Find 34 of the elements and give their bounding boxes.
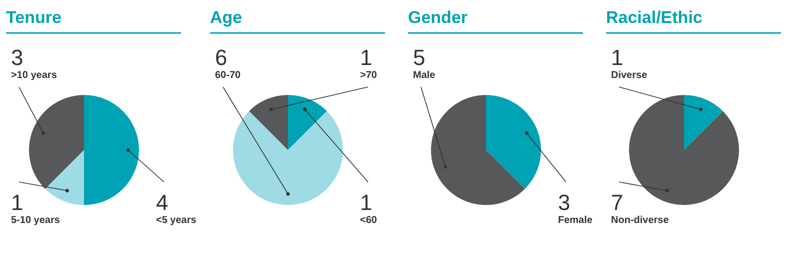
data-label: 7	[611, 190, 624, 215]
chart-title: Racial/Ethic	[606, 8, 702, 27]
data-label: 6	[215, 45, 228, 70]
slice-label: >10 years	[11, 70, 58, 81]
slice-label: <5 years	[156, 215, 197, 226]
pie-slice	[45, 150, 84, 205]
slice-label: 60-70	[215, 70, 242, 81]
slice-label: >70	[360, 70, 378, 81]
data-label: 5	[413, 45, 426, 70]
data-label: 1	[11, 190, 24, 215]
data-label: 3	[11, 45, 24, 70]
data-label: 1	[360, 45, 372, 70]
pie-slice	[486, 95, 541, 189]
pie-slice	[288, 95, 327, 150]
pie-slice	[431, 95, 525, 205]
slice-label: Male	[413, 70, 436, 81]
data-label: 1	[360, 190, 372, 215]
chart-title: Age	[210, 8, 242, 27]
pie-slice	[233, 111, 343, 205]
data-label: 1	[611, 45, 624, 70]
slice-label: Non-diverse	[611, 215, 670, 226]
slice-label: Female	[558, 215, 593, 226]
pie-slice	[29, 95, 84, 189]
slice-label: <60	[360, 215, 378, 226]
chart-title: Tenure	[6, 8, 62, 27]
chart-title: Gender	[408, 8, 468, 27]
pie-slice	[629, 95, 739, 205]
slice-label: Diverse	[611, 70, 648, 81]
data-label: 4	[156, 190, 168, 215]
pie-slice	[684, 95, 723, 150]
data-label: 3	[558, 190, 570, 215]
slice-label: 5-10 years	[11, 215, 60, 226]
pie-slice	[84, 95, 139, 205]
pie-slice	[249, 95, 288, 150]
